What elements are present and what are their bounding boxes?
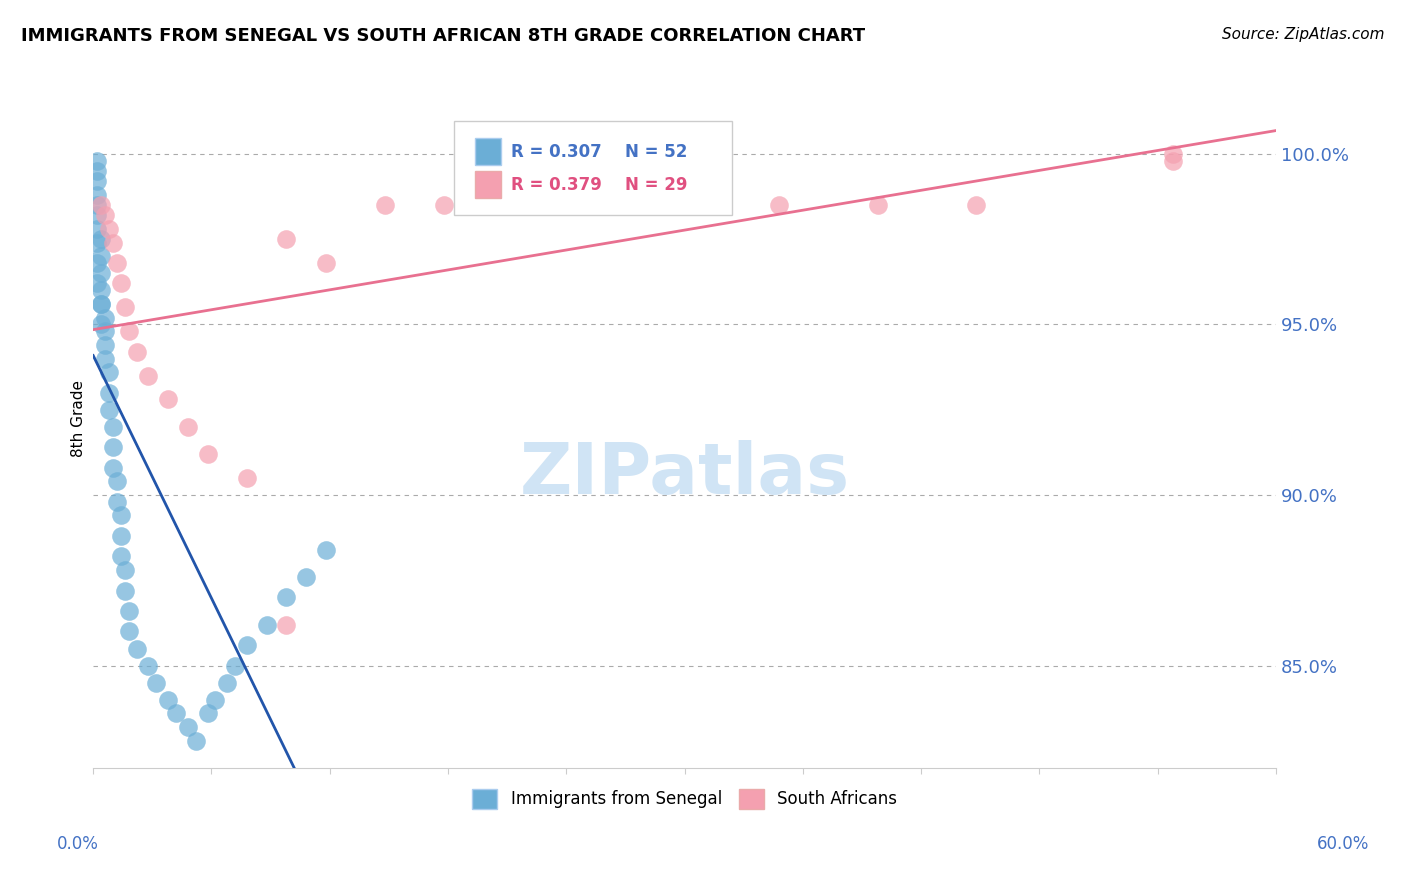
Point (630, 198, 652, 212)
Point (97, 365, 120, 379)
Point (1163, 146, 1185, 161)
Point (97, 402, 120, 417)
FancyBboxPatch shape (475, 138, 502, 165)
Point (177, 419, 200, 434)
Point (101, 440, 124, 454)
Point (768, 198, 790, 212)
Point (224, 658, 246, 673)
Legend: Immigrants from Senegal, South Africans: Immigrants from Senegal, South Africans (465, 782, 904, 815)
Point (97, 385, 120, 400)
Point (165, 706, 187, 721)
Point (94, 324, 117, 338)
Point (157, 692, 180, 706)
Text: IMMIGRANTS FROM SENEGAL VS SOUTH AFRICAN 8TH GRADE CORRELATION CHART: IMMIGRANTS FROM SENEGAL VS SOUTH AFRICAN… (21, 27, 865, 45)
Point (276, 591, 298, 605)
Point (101, 460, 124, 475)
Text: 60.0%: 60.0% (1316, 835, 1369, 853)
Y-axis label: 8th Grade: 8th Grade (72, 380, 86, 457)
Point (177, 720, 200, 734)
Point (114, 583, 136, 598)
Point (94, 310, 117, 325)
Point (374, 198, 396, 212)
Point (86, 235, 108, 250)
FancyBboxPatch shape (475, 171, 502, 198)
Text: R = 0.379: R = 0.379 (510, 177, 602, 194)
Point (90, 232, 112, 246)
Point (125, 344, 148, 359)
Point (472, 198, 495, 212)
Point (197, 447, 219, 461)
Point (86, 174, 108, 188)
Text: N = 52: N = 52 (626, 144, 688, 161)
Point (145, 675, 167, 690)
Point (90, 318, 112, 332)
Point (114, 301, 136, 315)
Point (94, 208, 117, 222)
Point (965, 198, 987, 212)
Text: Source: ZipAtlas.com: Source: ZipAtlas.com (1222, 27, 1385, 42)
Point (1163, 153, 1185, 168)
Point (94, 338, 117, 352)
Point (236, 471, 259, 485)
Point (114, 563, 136, 577)
Point (110, 277, 132, 291)
Point (157, 392, 180, 407)
Text: 0.0%: 0.0% (56, 835, 98, 853)
Point (90, 283, 112, 297)
Point (512, 198, 534, 212)
Point (90, 297, 112, 311)
Point (217, 675, 239, 690)
Point (110, 529, 132, 543)
Point (433, 198, 456, 212)
Point (101, 419, 124, 434)
Point (315, 542, 337, 557)
Point (138, 368, 160, 383)
Point (866, 198, 889, 212)
Point (86, 277, 108, 291)
Point (90, 198, 112, 212)
Point (86, 256, 108, 270)
Point (689, 198, 711, 212)
Point (105, 256, 128, 270)
Point (315, 256, 337, 270)
Point (86, 187, 108, 202)
Point (101, 235, 124, 250)
Point (138, 658, 160, 673)
Point (105, 475, 128, 489)
Point (105, 495, 128, 509)
Point (86, 222, 108, 236)
Point (86, 208, 108, 222)
Point (256, 617, 278, 632)
Point (90, 297, 112, 311)
Point (97, 222, 120, 236)
Point (276, 232, 298, 246)
FancyBboxPatch shape (454, 121, 733, 215)
Point (236, 638, 259, 652)
Text: ZIPatlas: ZIPatlas (519, 440, 849, 508)
Point (125, 641, 148, 656)
Text: R = 0.307: R = 0.307 (510, 144, 602, 161)
Point (295, 570, 318, 584)
Point (118, 324, 141, 338)
Point (118, 624, 141, 639)
Point (86, 153, 108, 168)
Point (110, 508, 132, 523)
Point (118, 604, 141, 618)
Point (94, 351, 117, 366)
Point (86, 198, 108, 212)
Point (86, 164, 108, 178)
Point (184, 733, 207, 747)
Point (204, 692, 226, 706)
Text: N = 29: N = 29 (626, 177, 688, 194)
Point (110, 549, 132, 564)
Point (197, 706, 219, 721)
Point (571, 198, 593, 212)
Point (90, 266, 112, 280)
Point (276, 617, 298, 632)
Point (90, 249, 112, 263)
